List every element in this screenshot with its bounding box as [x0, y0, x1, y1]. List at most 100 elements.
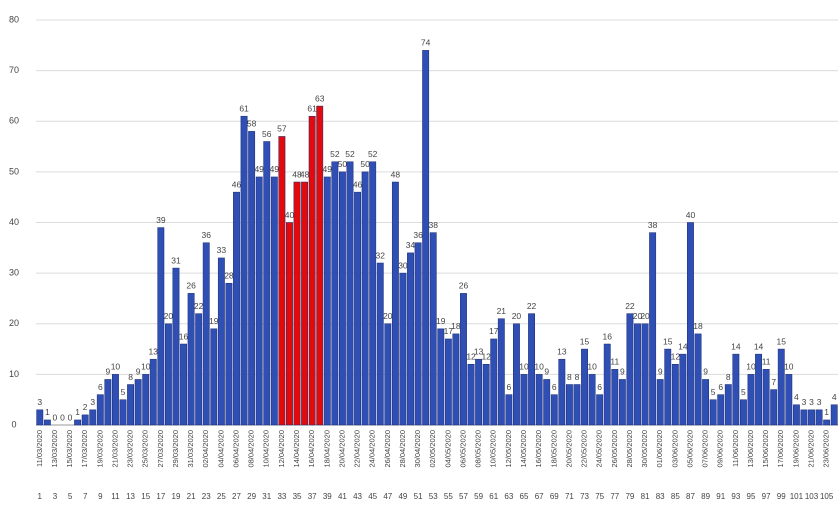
x-day-number: 97	[762, 492, 771, 501]
x-day-number: 95	[747, 492, 756, 501]
data-label: 22	[527, 301, 537, 311]
x-day-number: 99	[777, 492, 786, 501]
data-label: 30	[398, 260, 408, 270]
bar	[437, 328, 445, 426]
data-label: 28	[224, 271, 234, 281]
bar	[626, 313, 634, 426]
bar	[785, 374, 793, 426]
x-tick-label: 30/05/2020	[640, 430, 649, 468]
x-tick-label: 12/05/2020	[504, 430, 513, 468]
bar	[596, 394, 604, 426]
bar	[270, 176, 278, 426]
data-label: 17	[489, 326, 499, 336]
x-day-number: 43	[353, 492, 362, 501]
data-label: 50	[360, 159, 370, 169]
bar	[74, 419, 82, 426]
bar	[384, 323, 392, 426]
data-label: 32	[376, 250, 386, 260]
data-label: 40	[686, 210, 696, 220]
x-tick-label: 18/04/2020	[322, 430, 331, 468]
data-label: 52	[330, 149, 340, 159]
data-label: 10	[111, 362, 121, 372]
bar	[81, 414, 89, 426]
data-label: 14	[754, 341, 764, 351]
bar	[709, 399, 717, 426]
x-tick-label: 28/04/2020	[398, 430, 407, 468]
bar	[830, 404, 838, 426]
data-label: 26	[186, 281, 196, 291]
x-day-number: 23	[202, 492, 211, 501]
bar	[248, 131, 256, 426]
bar	[800, 409, 808, 426]
bar	[656, 379, 664, 426]
bar	[278, 136, 286, 426]
data-label: 40	[285, 210, 295, 220]
bar	[702, 379, 710, 426]
bar	[467, 364, 475, 426]
x-tick-label: 17/06/2020	[776, 430, 785, 468]
bar	[543, 379, 551, 426]
bar	[338, 171, 346, 426]
x-day-number: 81	[641, 492, 650, 501]
x-day-number: 69	[550, 492, 559, 501]
data-label: 4	[794, 392, 799, 402]
bar	[89, 409, 97, 426]
bar	[286, 222, 293, 426]
x-day-number: 9	[98, 492, 103, 501]
x-tick-label: 20/05/2020	[564, 430, 573, 468]
x-tick-label: 28/05/2020	[625, 430, 634, 468]
data-label: 6	[98, 382, 103, 392]
x-tick-label: 21/06/2020	[807, 430, 816, 468]
x-day-number: 85	[671, 492, 680, 501]
bar	[202, 242, 210, 426]
y-tick-label: 20	[9, 318, 19, 328]
data-label: 58	[247, 119, 257, 129]
data-label: 13	[474, 346, 484, 356]
bar	[770, 389, 778, 426]
x-tick-label: 19/03/2020	[95, 430, 104, 468]
x-tick-label: 26/05/2020	[610, 430, 619, 468]
x-day-number: 89	[701, 492, 710, 501]
x-day-number: 61	[489, 492, 498, 501]
bar	[301, 181, 309, 426]
bar	[429, 232, 437, 426]
data-label: 12	[481, 352, 491, 362]
bar	[255, 176, 263, 426]
bar	[528, 313, 536, 426]
x-day-number: 31	[262, 492, 271, 501]
bar	[482, 364, 490, 426]
bar	[497, 318, 505, 426]
data-label: 15	[777, 336, 787, 346]
bar	[172, 267, 180, 426]
data-label: 13	[149, 346, 159, 356]
data-label: 48	[300, 169, 310, 179]
bar	[513, 323, 520, 426]
x-tick-label: 21/03/2020	[110, 430, 119, 468]
data-label: 8	[567, 372, 572, 382]
x-tick-label: 14/05/2020	[519, 430, 528, 468]
bar	[581, 348, 588, 426]
x-tick-label: 22/05/2020	[580, 430, 589, 468]
x-tick-label: 05/06/2020	[685, 430, 694, 468]
data-label: 57	[277, 124, 287, 134]
x-day-number: 17	[156, 492, 165, 501]
data-label: 1	[824, 407, 829, 417]
bar	[671, 364, 679, 426]
data-label: 49	[270, 164, 280, 174]
bar	[687, 222, 694, 426]
bar	[792, 404, 800, 426]
bar	[399, 272, 407, 426]
data-label: 9	[620, 367, 625, 377]
bar	[361, 171, 369, 426]
x-day-number: 27	[232, 492, 241, 501]
x-tick-label: 02/04/2020	[201, 430, 210, 468]
bar	[573, 384, 581, 426]
data-label: 22	[194, 301, 204, 311]
x-day-number: 11	[111, 492, 120, 501]
data-label: 18	[693, 321, 703, 331]
bar	[777, 348, 785, 426]
bar	[369, 161, 377, 426]
data-label: 46	[353, 179, 363, 189]
bar	[119, 399, 127, 426]
